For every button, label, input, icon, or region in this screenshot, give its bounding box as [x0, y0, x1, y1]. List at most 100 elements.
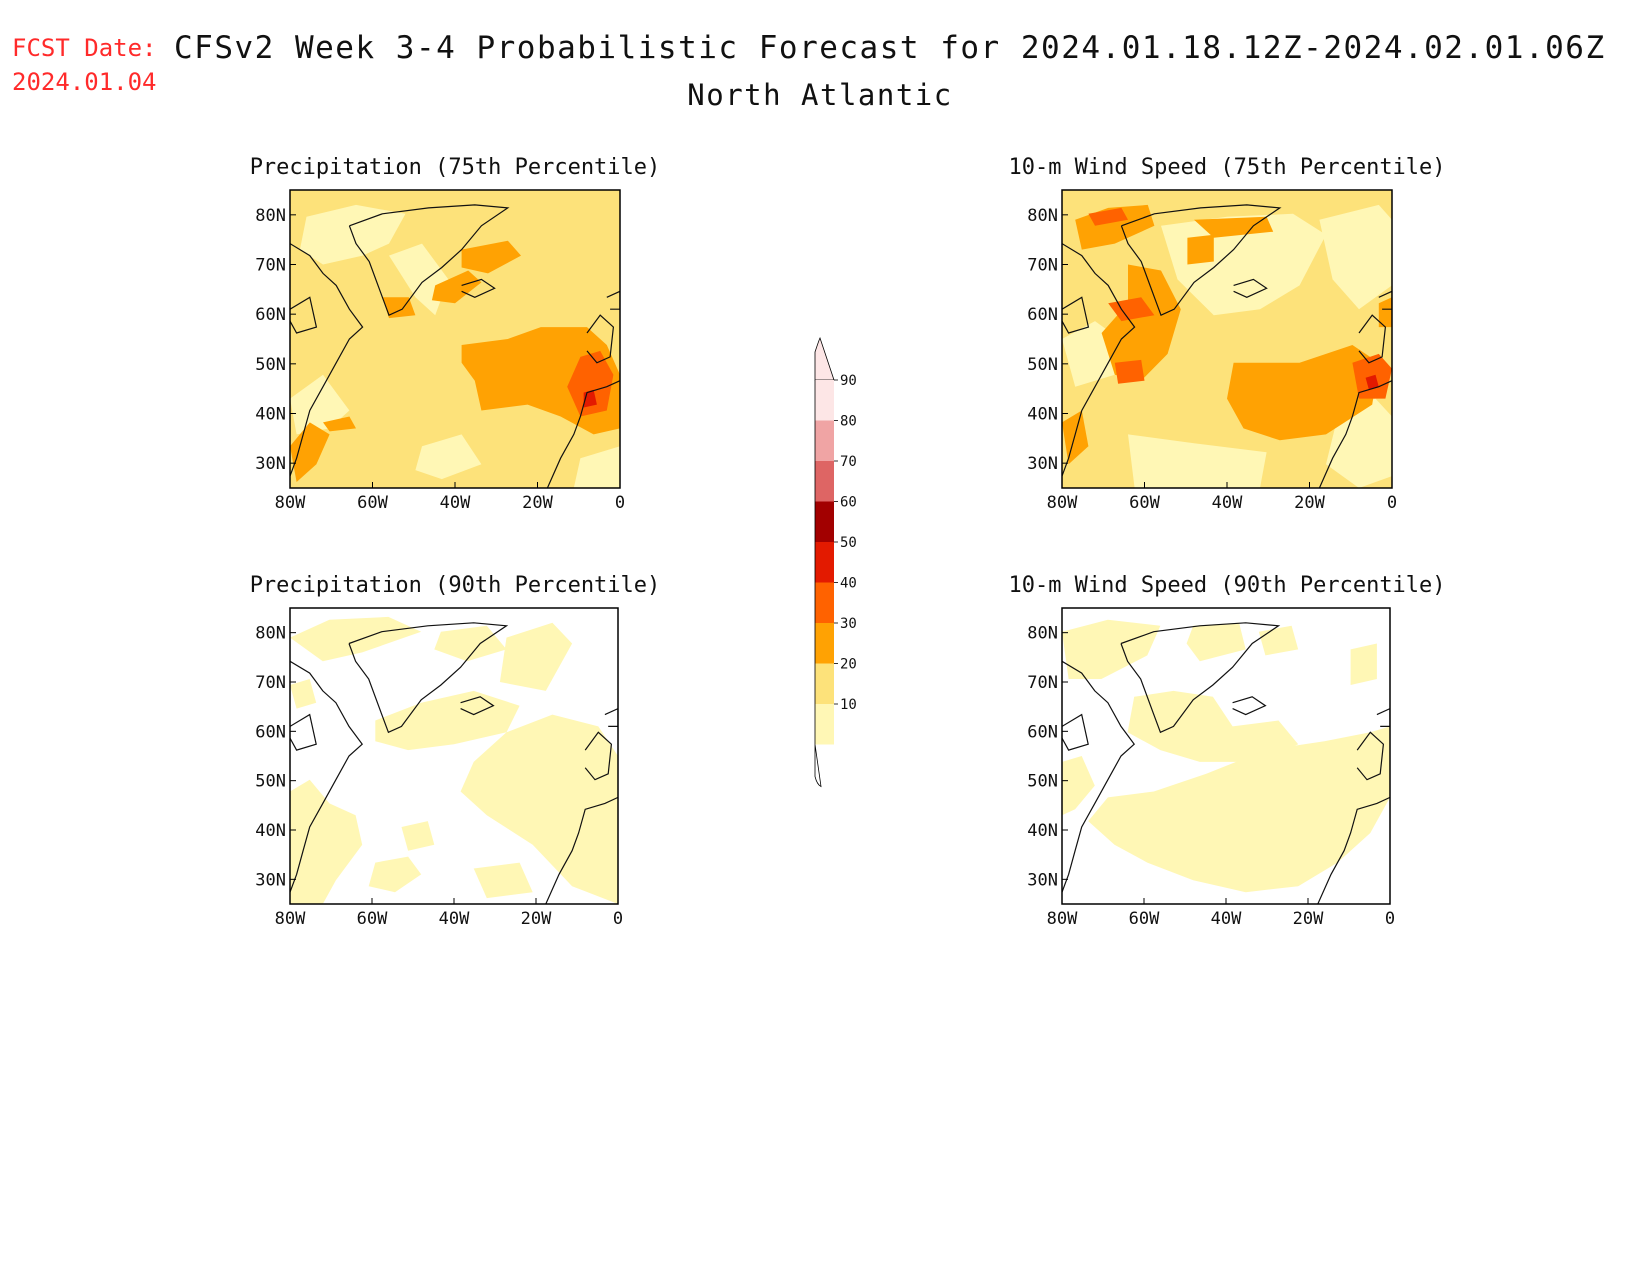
map-panel-wind90: 10-m Wind Speed (90th Percentile) 80W 60W 4… [1008, 573, 1445, 929]
colorbar-label: 90 [840, 373, 857, 389]
shaded-region [290, 422, 330, 482]
lat-tick-label: 40N [1027, 405, 1058, 425]
lon-tick-label: 60W [1129, 909, 1160, 929]
colorbar-top-cap [814, 336, 835, 381]
lat-tick-label: 30N [255, 870, 286, 890]
shaded-region [461, 240, 521, 274]
lon-tick-label: 40W [440, 493, 471, 513]
lon-tick-label: 60W [357, 909, 388, 929]
panel-title: 10-m Wind Speed (75th Percentile) [1008, 155, 1445, 180]
shaded-region [1194, 216, 1274, 238]
lat-tick-label: 80N [1027, 624, 1058, 644]
coastline [290, 713, 317, 751]
colorbar-label: 70 [840, 454, 857, 470]
forecast-date-label: FCST Date: [12, 34, 157, 62]
coastline [460, 696, 495, 716]
lat-tick-label: 40N [1027, 821, 1058, 841]
lat-tick-label: 60N [1027, 722, 1058, 742]
lon-tick-label: 80W [1047, 493, 1078, 513]
lat-tick-label: 40N [255, 405, 286, 425]
shaded-region [434, 625, 507, 662]
shaded-region [401, 821, 435, 851]
coastline [461, 278, 496, 298]
lon-tick-label: 40W [1212, 493, 1243, 513]
lat-tick-label: 80N [255, 624, 286, 644]
lon-tick-label: 20W [521, 909, 552, 929]
lon-tick-label: 80W [275, 909, 306, 929]
shaded-region [1127, 690, 1299, 762]
shaded-region [290, 616, 422, 662]
lon-tick-label: 60W [357, 493, 388, 513]
lat-tick-label: 50N [255, 355, 286, 375]
coastline [290, 296, 318, 334]
lat-tick-label: 30N [255, 454, 286, 474]
map-panel-precip90: Precipitation (90th Percentile) 80W 60W 40W… [250, 573, 661, 929]
colorbar-swatch-70-80 [815, 461, 834, 502]
colorbar-swatch-40-50 [815, 582, 834, 623]
coastline [1062, 660, 1136, 893]
colorbar-label: 40 [840, 576, 857, 592]
colorbar-swatch-50-60 [815, 542, 834, 583]
region-subtitle: North Atlantic [687, 78, 953, 112]
map-panel-wind75: 10-m Wind Speed (75th Percentile) 80W 60W 4… [1008, 155, 1445, 513]
shaded-region [375, 690, 520, 751]
page-title: CFSv2 Week 3-4 Probabilistic Forecast fo… [174, 30, 1606, 66]
coastline [1378, 290, 1392, 310]
shaded-region [1062, 619, 1161, 679]
colorbar-swatch-30-40 [815, 623, 834, 664]
shaded-region [1186, 622, 1246, 662]
coastline [290, 660, 364, 893]
coastline [604, 707, 618, 728]
coastline [545, 796, 618, 904]
shaded-region [1101, 264, 1181, 381]
coastline [1062, 713, 1089, 751]
lat-tick-label: 50N [1027, 355, 1058, 375]
shaded-region [567, 350, 614, 417]
colorbar-label: 10 [840, 697, 857, 713]
lat-tick-label: 30N [1027, 870, 1058, 890]
coastline [1120, 622, 1281, 734]
shaded-region [415, 434, 482, 480]
shaded-region [290, 679, 317, 709]
map-panel-precip75: Precipitation (75th Percentile) 80W 60W 40W… [250, 155, 661, 513]
lon-tick-label: 0 [615, 493, 625, 513]
lon-tick-label: 20W [522, 493, 553, 513]
lat-tick-label: 70N [255, 673, 286, 693]
shaded-region [1128, 434, 1267, 488]
colorbar-label: 30 [840, 616, 857, 632]
panel-title: 10-m Wind Speed (90th Percentile) [1008, 573, 1445, 598]
lat-tick-label: 50N [1027, 772, 1058, 792]
colorbar-label: 20 [840, 657, 857, 673]
shaded-region [1227, 345, 1379, 441]
shaded-region [368, 856, 422, 893]
lon-tick-label: 60W [1129, 493, 1160, 513]
coastline [1358, 314, 1387, 364]
shaded-region [290, 374, 350, 435]
shaded-region [1108, 297, 1155, 322]
coastline [1232, 696, 1267, 716]
coastline [586, 314, 615, 364]
coastline [1062, 243, 1136, 477]
shaded-region [573, 446, 620, 488]
coastline [546, 380, 620, 488]
colorbar-swatch-80-90 [815, 420, 834, 461]
lat-tick-label: 50N [255, 772, 286, 792]
shaded-region [460, 714, 618, 904]
colorbar-swatch-gt90 [815, 380, 834, 421]
colorbar-swatch-10-20 [815, 704, 834, 745]
shaded-region [1114, 359, 1145, 384]
shaded-region [499, 622, 573, 691]
shaded-region [1350, 643, 1377, 685]
shaded-region [1187, 234, 1214, 265]
shaded-region [1062, 756, 1095, 816]
coastline [1318, 380, 1392, 488]
lat-tick-label: 60N [1027, 305, 1058, 325]
panel-title: Precipitation (75th Percentile) [250, 155, 661, 180]
shaded-region [473, 862, 533, 899]
lon-tick-label: 20W [1293, 909, 1324, 929]
lon-tick-label: 0 [613, 909, 623, 929]
coastline [584, 731, 613, 781]
lat-tick-label: 30N [1027, 454, 1058, 474]
lat-tick-label: 70N [255, 256, 286, 276]
